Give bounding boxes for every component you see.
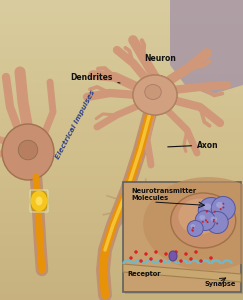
Ellipse shape (218, 219, 220, 221)
Ellipse shape (174, 250, 178, 254)
Ellipse shape (35, 196, 43, 206)
Ellipse shape (189, 257, 193, 261)
Text: Axon: Axon (168, 140, 219, 149)
Ellipse shape (208, 212, 210, 214)
Ellipse shape (202, 223, 204, 225)
FancyBboxPatch shape (123, 182, 241, 292)
Ellipse shape (18, 140, 38, 160)
Ellipse shape (196, 229, 198, 231)
Ellipse shape (199, 259, 203, 263)
Ellipse shape (133, 75, 177, 115)
Ellipse shape (223, 211, 225, 213)
Text: Synapse: Synapse (205, 281, 236, 287)
Ellipse shape (218, 224, 220, 226)
Text: Neurotransmitter
Molecules: Neurotransmitter Molecules (131, 188, 196, 202)
Ellipse shape (210, 207, 212, 209)
Ellipse shape (171, 193, 236, 248)
Ellipse shape (219, 224, 221, 226)
Ellipse shape (203, 203, 211, 210)
Ellipse shape (184, 252, 188, 256)
Ellipse shape (194, 250, 198, 254)
Ellipse shape (129, 256, 133, 260)
Ellipse shape (192, 225, 194, 226)
Ellipse shape (145, 85, 161, 100)
Ellipse shape (191, 224, 195, 228)
Ellipse shape (214, 212, 216, 214)
FancyBboxPatch shape (125, 184, 243, 294)
Polygon shape (123, 264, 241, 282)
Ellipse shape (2, 124, 54, 180)
Ellipse shape (159, 259, 163, 263)
Ellipse shape (211, 196, 235, 220)
Ellipse shape (139, 259, 143, 263)
Ellipse shape (169, 256, 173, 260)
Ellipse shape (209, 256, 213, 260)
Ellipse shape (164, 252, 168, 256)
Ellipse shape (30, 190, 48, 212)
Polygon shape (170, 0, 243, 95)
Text: Electrical Impulses: Electrical Impulses (54, 89, 96, 160)
Ellipse shape (206, 212, 228, 233)
Ellipse shape (198, 197, 224, 224)
Ellipse shape (143, 177, 243, 271)
Ellipse shape (211, 217, 217, 222)
Ellipse shape (187, 220, 203, 236)
Ellipse shape (216, 202, 223, 208)
Ellipse shape (149, 257, 153, 261)
Text: Dendrites: Dendrites (70, 73, 120, 83)
Ellipse shape (144, 86, 159, 100)
Ellipse shape (178, 199, 220, 235)
Ellipse shape (204, 221, 206, 224)
Ellipse shape (133, 75, 177, 115)
Text: Receptor: Receptor (127, 271, 160, 277)
Ellipse shape (207, 223, 208, 224)
Text: Neuron: Neuron (144, 54, 176, 63)
Ellipse shape (199, 215, 205, 220)
Ellipse shape (126, 198, 154, 222)
Ellipse shape (195, 211, 215, 230)
Ellipse shape (221, 207, 223, 209)
Ellipse shape (169, 251, 177, 261)
Ellipse shape (193, 226, 195, 228)
Ellipse shape (227, 211, 229, 213)
Ellipse shape (179, 259, 183, 263)
Ellipse shape (134, 250, 138, 254)
Ellipse shape (154, 250, 158, 254)
Ellipse shape (144, 252, 148, 256)
